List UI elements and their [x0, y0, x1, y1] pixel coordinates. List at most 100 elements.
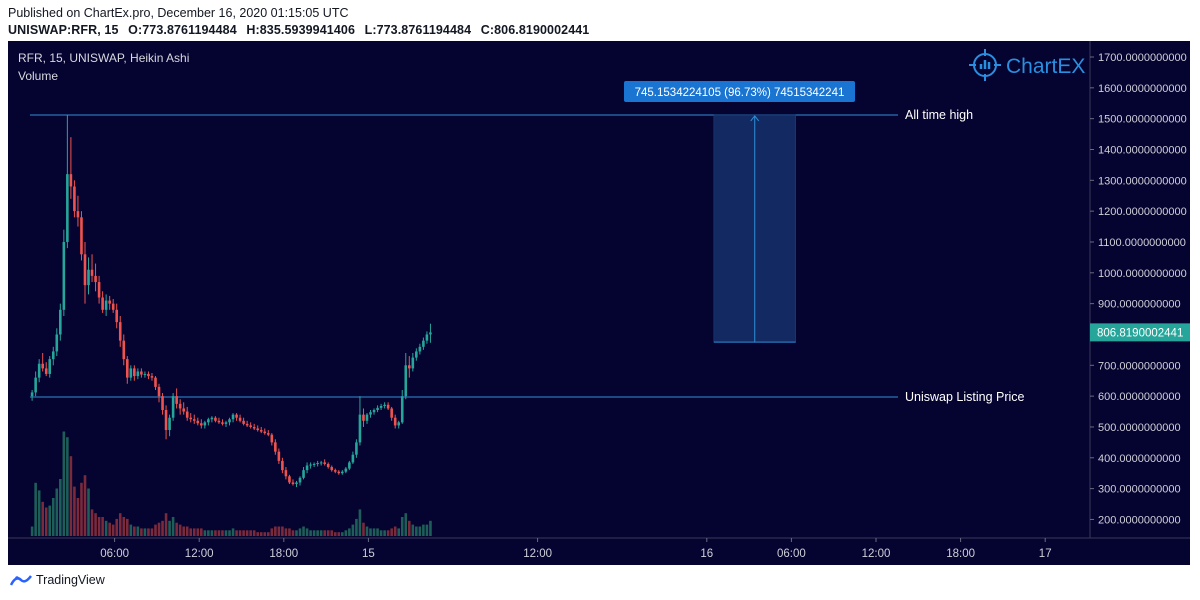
candle-body [277, 451, 281, 461]
volume-bar [118, 513, 122, 536]
volume-bar [376, 528, 379, 536]
footer: TradingView [10, 573, 105, 587]
candle-body [59, 309, 62, 335]
volume-bar [196, 528, 200, 536]
candle-body [200, 423, 203, 426]
candle-body [305, 465, 309, 471]
footer-brand: TradingView [36, 573, 105, 587]
chart-background [8, 41, 1190, 565]
price-tick-label: 500.0000000000 [1098, 422, 1181, 434]
volume-bar [210, 530, 214, 536]
candle-body [379, 405, 383, 408]
published-info: Published on ChartEx.pro, December 16, 2… [8, 6, 349, 20]
volume-bar [266, 532, 270, 536]
volume-bar [62, 431, 66, 536]
volume-bar [115, 518, 119, 536]
volume-bar [125, 518, 129, 536]
candle-body [369, 412, 372, 415]
candle-body [295, 482, 298, 484]
candle-body [115, 309, 119, 323]
price-tick-label: 1100.0000000000 [1098, 237, 1186, 249]
candle-body [192, 419, 196, 421]
candle-body [390, 408, 393, 418]
volume-bar [182, 526, 185, 536]
volume-bar [111, 524, 115, 536]
ath-label: All time high [905, 108, 973, 122]
volume-bar [192, 528, 196, 536]
candle-body [207, 419, 210, 423]
candle-body [90, 269, 94, 276]
candle-body [66, 174, 69, 242]
volume-bar [168, 520, 171, 536]
crosshair-logo-icon [969, 49, 1001, 81]
volume-bar [323, 530, 326, 536]
time-tick-label: 12:00 [185, 548, 214, 560]
volume-bar [108, 522, 111, 536]
price-tick-label: 1400.0000000000 [1098, 144, 1187, 156]
tradingview-logo-icon [10, 575, 32, 586]
candle-body [415, 351, 418, 358]
volume-bar [80, 482, 83, 536]
time-tick-label: 15 [362, 548, 375, 560]
time-tick-label: 06:00 [777, 548, 806, 560]
price-axis[interactable]: 1700.0000000000 1600.0000000000 1500.00000… [1090, 52, 1190, 526]
volume-bar [330, 530, 334, 536]
candle-body [69, 174, 73, 187]
volume-bar [154, 524, 157, 536]
volume-bar [397, 528, 401, 536]
candle-body [118, 322, 122, 341]
candle-body [383, 404, 386, 406]
candle-body [411, 357, 415, 369]
volume-bar [214, 530, 217, 536]
price-tick-label: 1700.0000000000 [1098, 52, 1187, 64]
volume-bar [312, 530, 316, 536]
candle-body [178, 403, 182, 409]
time-tick-label: 06:00 [100, 548, 129, 560]
volume-bar [249, 530, 252, 536]
volume-bar [302, 526, 305, 536]
price-tick-label: 1500.0000000000 [1098, 114, 1187, 126]
volume-bar [277, 526, 281, 536]
candle-body [129, 368, 133, 378]
candle-body [161, 396, 164, 411]
horizontal-lines: All time high Uniswap Listing Price [30, 108, 1025, 404]
candle-body [62, 241, 66, 310]
volume-bar [87, 488, 90, 536]
candle-body [76, 211, 80, 218]
candle-body [418, 346, 422, 352]
candle-body [83, 254, 87, 286]
measure-tool[interactable]: 745.1534224105 (96.73%) 74515342241 [624, 81, 855, 343]
candle-body [270, 434, 274, 443]
candle-body [125, 359, 129, 378]
candle-body [429, 332, 432, 335]
volume-bar [284, 528, 288, 536]
published-prefix: Published on [8, 6, 81, 20]
candle-body [104, 300, 108, 310]
volume-bar [104, 520, 108, 536]
volume-bar [221, 530, 224, 536]
price-tick-label: 1600.0000000000 [1098, 83, 1187, 95]
volume-bar [326, 530, 330, 536]
volume-bar [66, 437, 69, 536]
candle-body [189, 417, 193, 420]
candle-body [44, 368, 48, 374]
candle-body [34, 377, 37, 393]
volume-bar [365, 526, 369, 536]
volume-bar [362, 522, 365, 536]
volume-bar [90, 509, 94, 536]
volume-bar [122, 517, 126, 536]
candle-body [372, 410, 376, 413]
candle-body [37, 363, 41, 378]
candle-body [330, 467, 334, 471]
volume-bar [358, 509, 362, 536]
time-axis[interactable]: 06:00 12:00 18:00 15 12:00 16 06:00 12:00 18:00 1… [100, 538, 1052, 560]
candle-body [407, 365, 411, 369]
candle-body [150, 376, 154, 378]
candle-body [154, 377, 157, 387]
volume-bar [407, 520, 411, 536]
candle-body [348, 462, 351, 469]
volume-bar [147, 528, 150, 536]
volume-bar [164, 513, 168, 536]
candle-body [400, 396, 404, 423]
